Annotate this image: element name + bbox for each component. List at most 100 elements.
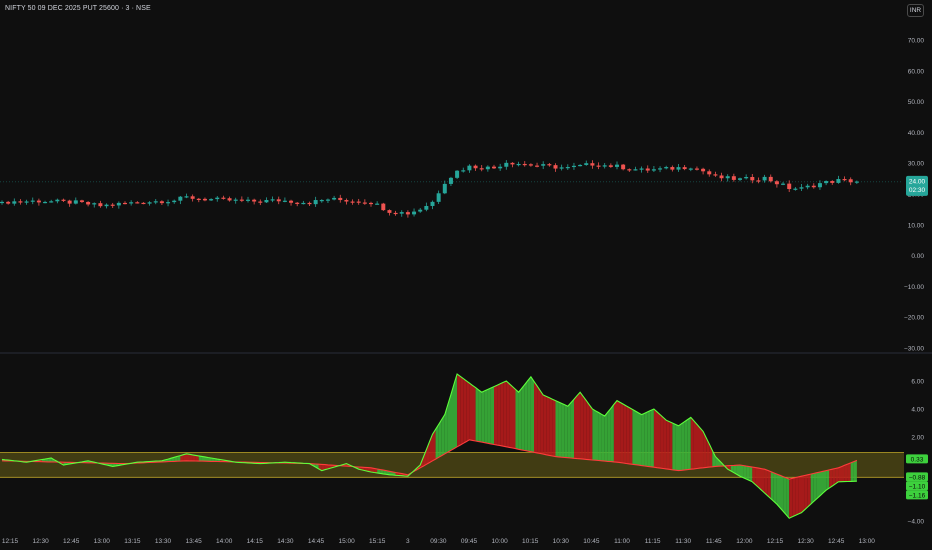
osc-value-label: −0.88 bbox=[909, 474, 926, 481]
osc-fill-segment bbox=[844, 464, 848, 482]
candle-body bbox=[836, 179, 841, 183]
osc-fill-segment bbox=[490, 386, 494, 445]
osc-fill-segment bbox=[469, 383, 473, 441]
osc-fill-segment bbox=[567, 402, 571, 458]
osc-fill-segment bbox=[595, 410, 599, 461]
osc-fill-segment bbox=[820, 471, 823, 496]
candle-body bbox=[793, 188, 798, 190]
time-axis-tick: 11:45 bbox=[706, 538, 722, 545]
candle-body bbox=[295, 202, 300, 204]
time-axis-tick: 12:30 bbox=[797, 538, 814, 545]
osc-fill-segment bbox=[174, 456, 178, 462]
candle-body bbox=[153, 201, 158, 203]
candle-body bbox=[639, 168, 644, 170]
osc-fill-segment bbox=[678, 423, 682, 471]
candle-body bbox=[233, 199, 238, 201]
osc-fill-segment bbox=[367, 467, 371, 472]
osc-fill-segment bbox=[693, 420, 697, 469]
candle-body bbox=[762, 176, 767, 181]
osc-fill-segment bbox=[592, 409, 596, 461]
candle-body bbox=[442, 183, 447, 194]
candle-body bbox=[190, 196, 195, 199]
candle-body bbox=[381, 203, 386, 211]
candle-body bbox=[547, 164, 552, 166]
osc-fill-segment bbox=[205, 456, 208, 462]
osc-fill-segment bbox=[641, 413, 645, 466]
osc-fill-segment bbox=[208, 457, 212, 462]
currency-button[interactable]: INR bbox=[907, 4, 924, 17]
osc-fill-segment bbox=[684, 419, 688, 470]
osc-fill-segment bbox=[515, 389, 519, 450]
candle-body bbox=[535, 165, 540, 167]
candle-body bbox=[412, 211, 417, 215]
osc-fill-segment bbox=[552, 399, 556, 457]
osc-fill-segment bbox=[598, 412, 602, 461]
candle-body bbox=[276, 199, 281, 202]
candle-body bbox=[49, 201, 54, 203]
price-axis-tick: −10.00 bbox=[904, 284, 924, 291]
candle-body bbox=[559, 167, 564, 169]
candle-body bbox=[6, 201, 11, 204]
osc-fill-segment bbox=[632, 409, 636, 465]
osc-value-tag bbox=[906, 454, 928, 464]
candle-body bbox=[215, 197, 220, 200]
osc-fill-segment bbox=[183, 453, 187, 461]
candle-body bbox=[485, 166, 490, 170]
time-axis-tick: 12:15 bbox=[767, 538, 784, 545]
osc-value-label: −1.10 bbox=[909, 483, 926, 490]
osc-fill-segment bbox=[653, 409, 657, 468]
candle-body bbox=[830, 181, 835, 183]
osc-fill-segment bbox=[509, 383, 513, 448]
candle-body bbox=[664, 167, 669, 169]
price-axis-tick: 0.00 bbox=[911, 253, 924, 260]
osc-fill-segment bbox=[583, 396, 587, 460]
candle-body bbox=[387, 210, 392, 213]
osc-fill-segment bbox=[478, 389, 482, 443]
osc-fill-segment bbox=[764, 469, 768, 496]
osc-fill-segment bbox=[801, 475, 805, 513]
candles-group bbox=[0, 160, 859, 218]
osc-fill-segment bbox=[816, 472, 820, 499]
candle-body bbox=[492, 166, 496, 169]
time-axis-tick: 13:30 bbox=[155, 538, 172, 545]
candle-body bbox=[239, 199, 244, 201]
osc-fill-segment bbox=[697, 424, 700, 469]
candle-body bbox=[522, 163, 527, 166]
candle-body bbox=[750, 176, 755, 181]
osc-fill-segment bbox=[475, 387, 479, 442]
candle-body bbox=[842, 179, 847, 181]
osc-fill-segment bbox=[776, 474, 780, 508]
osc-fill-segment bbox=[647, 410, 651, 467]
osc-fill-segment bbox=[315, 464, 319, 469]
osc-fill-segment bbox=[610, 404, 614, 462]
osc-fill-segment bbox=[613, 400, 617, 463]
osc-fill-segment bbox=[447, 394, 451, 453]
osc-fill-segment bbox=[672, 423, 676, 471]
candle-body bbox=[553, 165, 558, 169]
time-axis-tick: 12:30 bbox=[32, 538, 49, 545]
time-axis-tick: 11:30 bbox=[675, 538, 691, 545]
osc-value-tag bbox=[906, 472, 928, 482]
candle-body bbox=[350, 201, 355, 203]
candle-body bbox=[731, 176, 736, 180]
candle-body bbox=[289, 200, 294, 203]
candle-body bbox=[43, 201, 48, 204]
candle-body bbox=[701, 168, 706, 172]
osc-fill-segment bbox=[629, 407, 633, 465]
osc-fill-segment bbox=[657, 411, 661, 469]
osc-fill-segment bbox=[660, 414, 664, 469]
osc-fill-segment bbox=[195, 455, 199, 462]
osc-fill-segment bbox=[481, 390, 485, 443]
osc-fill-segment bbox=[555, 400, 559, 457]
osc-fill-segment bbox=[463, 378, 467, 444]
osc-axis-tick: −4.00 bbox=[908, 518, 925, 525]
symbol-title[interactable]: NIFTY 50 09 DEC 2025 PUT 25600 · 3 · NSE bbox=[5, 5, 151, 12]
candle-body bbox=[590, 163, 595, 166]
candle-body bbox=[116, 202, 121, 206]
candle-body bbox=[627, 169, 632, 171]
osc-fill-segment bbox=[558, 402, 562, 458]
candle-body bbox=[375, 203, 380, 205]
osc-fill-segment bbox=[743, 465, 747, 479]
osc-fill-segment bbox=[503, 381, 507, 447]
candle-body bbox=[264, 199, 269, 203]
